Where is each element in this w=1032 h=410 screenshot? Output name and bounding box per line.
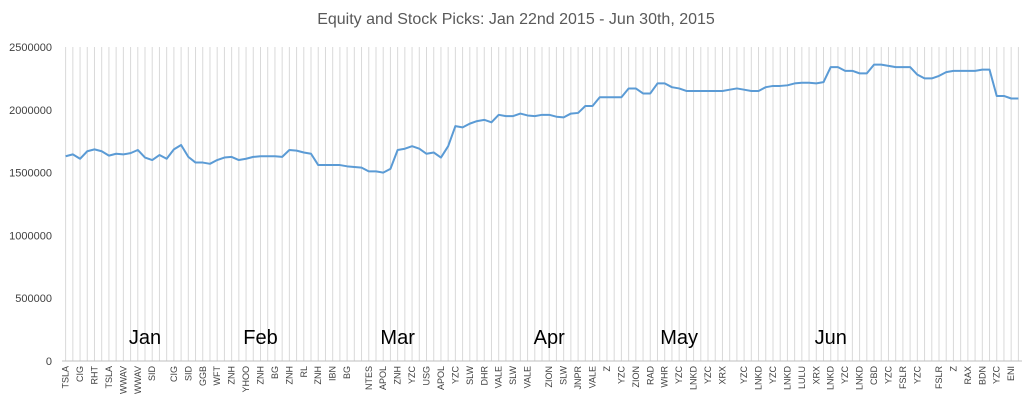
x-tick-label: WWAV [133,366,143,394]
x-tick-label: XRX [811,366,821,385]
chart-title: Equity and Stock Picks: Jan 22nd 2015 - … [317,11,715,28]
x-tick-label: YZC [450,365,460,384]
month-label: Jan [129,327,161,349]
x-tick-label: ZNH [284,366,294,385]
series-layer [65,63,1019,174]
x-tick-label: SLW [465,366,475,385]
x-tick-label: VALE [588,366,598,388]
x-tick-label: BG [342,366,352,379]
x-tick-label: YZC [912,365,922,384]
x-tick-label: YZC [992,365,1002,384]
x-tick-label: RAD [645,366,655,386]
x-tick-label: GGB [198,366,208,386]
x-tick-label: YZC [840,365,850,384]
x-tick-label: SLW [508,366,518,385]
x-tick-label: IBN [328,366,338,381]
x-tick-label: LNKD [689,366,699,391]
series-line [65,63,1019,174]
x-tick-label: Z [948,366,958,372]
x-tick-label: SLW [559,366,569,385]
x-tick-label: APOL [378,366,388,390]
x-tick-label: SID [183,366,193,382]
x-tick-label: TSLA [104,366,114,389]
x-tick-label: YZC [407,365,417,384]
x-tick-label: LNKD [782,366,792,391]
month-label: May [660,327,698,349]
x-tick-label: DHR [479,366,489,386]
x-tick-label: ZION [631,366,641,388]
x-tick-label: ENI [1006,366,1016,381]
x-tick-label: WHR [660,366,670,388]
x-tick-label: FSLR [898,366,908,390]
x-tick-label: BDN [977,366,987,385]
y-tick-label: 2000000 [9,105,52,117]
x-tick-label: RL [299,366,309,378]
x-axis: TSLA CIG RHT TSLA WWAV WWAV SID CIG SID GGB WFT ZNH… [61,360,1022,394]
x-tick-label: WWAV [118,366,128,394]
x-tick-label: WFT [212,366,222,386]
x-tick-label: BG [270,366,280,379]
x-tick-label: RHT [89,366,99,385]
x-tick-label: XRX [717,366,727,385]
x-tick-label: NTES [364,366,374,390]
x-tick-label: CIG [169,366,179,382]
y-tick-label: 0 [46,356,52,368]
month-label: Feb [243,327,277,349]
month-label: Jun [815,327,847,349]
x-tick-label: ZNH [227,366,237,385]
x-tick-label: APOL [436,366,446,390]
x-tick-label: TSLA [61,366,71,389]
x-tick-label: YHOO [241,366,251,393]
x-tick-label: ZNH [393,366,403,385]
x-tick-label: YZC [768,365,778,384]
x-tick-label: ZNH [313,366,323,385]
x-tick-label: CIG [75,366,85,382]
y-axis: 0 500000 1000000 1500000 2000000 2500000 [9,42,52,368]
month-label: Mar [380,327,415,349]
grid-lines [65,47,1019,361]
x-tick-label: FSLR [934,366,944,390]
x-tick-label: Z [602,366,612,372]
x-tick-label: YZC [674,365,684,384]
y-tick-label: 500000 [15,293,52,305]
x-tick-label: USG [422,366,432,386]
x-tick-label: ZNH [255,366,265,385]
x-tick-label: LNKD [826,366,836,391]
x-tick-label: JNPR [573,366,583,390]
x-tick-label: YZC [703,365,713,384]
x-tick-label: YZC [616,365,626,384]
x-tick-label: VALE [494,366,504,388]
x-tick-label: LULU [797,366,807,389]
x-tick-label: CBD [869,366,879,386]
month-label: Apr [534,327,565,349]
x-tick-label: RAX [963,366,973,385]
y-tick-label: 2500000 [9,42,52,54]
month-labels: Jan Feb Mar Apr May Jun [129,327,847,349]
x-tick-label: YZC [883,365,893,384]
x-tick-label: VALE [523,366,533,388]
y-tick-label: 1000000 [9,230,52,242]
x-tick-label: LNKD [754,366,764,391]
x-tick-label: YZC [739,365,749,384]
x-tick-label: ZION [544,366,554,388]
x-tick-label: LNKD [855,366,865,391]
y-tick-label: 1500000 [9,168,52,180]
x-tick-label: SID [147,366,157,382]
